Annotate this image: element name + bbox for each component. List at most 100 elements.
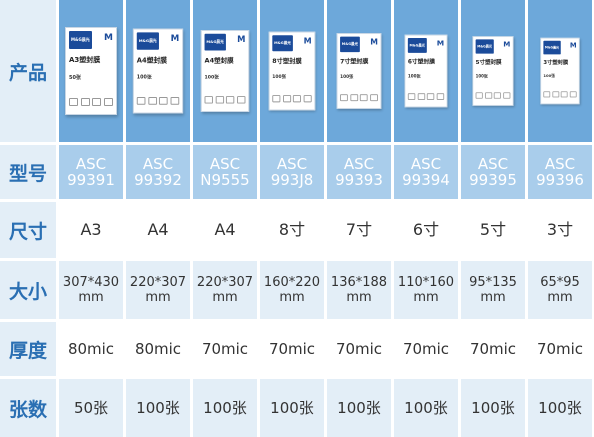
dimension-cell: 160*220 mm — [260, 261, 324, 319]
box-title: 5寸塑封膜 — [475, 59, 502, 66]
count-cell: 100张 — [528, 379, 592, 437]
box-icons — [136, 97, 180, 105]
brand-m-mark: M — [170, 34, 180, 44]
feature-icon — [560, 91, 568, 98]
thickness-cell: 70mic — [469, 340, 517, 358]
product-box-image: M&G晨光 M A4塑封膜 100张 — [200, 30, 250, 112]
row-header-size: 尺寸 — [0, 202, 56, 258]
box-icons — [407, 93, 445, 100]
box-icons — [272, 95, 312, 103]
brand-m-mark: M — [436, 39, 445, 48]
box-title: A4塑封膜 — [204, 57, 234, 65]
model-cell: ASC 993J8 — [260, 145, 324, 199]
dimension-unit: mm — [547, 290, 573, 305]
count-cell: 100张 — [461, 379, 525, 437]
dimension-cell: 220*307 mm — [126, 261, 190, 319]
dimension-unit: mm — [78, 290, 104, 305]
model-cell: ASC 99391 — [59, 145, 123, 199]
feature-icon — [543, 91, 551, 98]
box-title: 3寸塑封膜 — [543, 59, 569, 66]
feature-icon — [237, 96, 246, 104]
box-icons — [69, 98, 113, 106]
feature-icon — [340, 94, 348, 102]
model-prefix: ASC — [75, 155, 107, 173]
feature-icon — [436, 93, 445, 100]
model-cell: ASC 99393 — [327, 145, 391, 199]
feature-icon — [407, 93, 416, 100]
feature-icon — [427, 93, 435, 100]
box-icons — [340, 94, 378, 102]
dimension-unit: mm — [279, 290, 305, 305]
product-image-cell: M&G晨光 M 8寸塑封膜 100张 — [260, 0, 324, 142]
box-icons — [543, 91, 577, 98]
product-image-cell: M&G晨光 M 6寸塑封膜 100张 — [394, 0, 458, 142]
box-title: A4塑封膜 — [136, 56, 167, 65]
model-number: 99392 — [134, 171, 182, 189]
dimension-unit: mm — [212, 290, 238, 305]
row-header-model: 型号 — [0, 145, 56, 199]
thickness-cell: 80mic — [134, 340, 182, 358]
feature-icon — [370, 94, 378, 102]
dimension-value: 136*188 — [330, 275, 388, 290]
brand-m-mark: M — [303, 36, 312, 46]
model-prefix: ASC — [209, 155, 241, 173]
dimension-unit: mm — [480, 290, 506, 305]
feature-icon — [293, 95, 302, 103]
brand-m-mark: M — [237, 35, 246, 45]
dimension-unit: mm — [145, 290, 171, 305]
product-box-image: M&G晨光 M 6寸塑封膜 100张 — [404, 34, 448, 108]
product-box-image: M&G晨光 M 3寸塑封膜 100张 — [540, 37, 580, 105]
brand-m-mark: M — [503, 40, 511, 49]
box-title: 7寸塑封膜 — [340, 58, 369, 65]
product-image-cell: M&G晨光 M A4塑封膜 100张 — [126, 0, 190, 142]
count-cell: 100张 — [193, 379, 257, 437]
model-prefix: ASC — [477, 155, 509, 173]
count-cell: 100张 — [126, 379, 190, 437]
model-cell: ASC 99392 — [126, 145, 190, 199]
product-box-image: M&G晨光 M A3塑封膜 50张 — [65, 27, 117, 115]
model-cell: ASC 99394 — [394, 145, 458, 199]
count-cell: 100张 — [260, 379, 324, 437]
count-cell: 50张 — [59, 379, 123, 437]
row-header-thickness: 厚度 — [0, 322, 56, 376]
count-cell: 100张 — [327, 379, 391, 437]
model-number: 99396 — [536, 171, 584, 189]
feature-icon — [80, 98, 90, 106]
feature-icon — [503, 92, 511, 99]
dimension-cell: 95*135 mm — [461, 261, 525, 319]
product-box-image: M&G晨光 M 8寸塑封膜 100张 — [268, 31, 316, 111]
product-image-cell: M&G晨光 M 7寸塑封膜 100张 — [327, 0, 391, 142]
feature-icon — [204, 96, 213, 104]
model-cell: ASC N9555 — [193, 145, 257, 199]
feature-icon — [170, 97, 180, 105]
thickness-cell: 70mic — [201, 340, 249, 358]
count-cell: 100张 — [394, 379, 458, 437]
box-count: 100张 — [204, 74, 219, 81]
dimension-unit: mm — [346, 290, 372, 305]
brand-m-mark: M — [370, 38, 378, 47]
product-image-cell: M&G晨光 M A4塑封膜 100张 — [193, 0, 257, 142]
model-number: 993J8 — [270, 171, 314, 189]
size-cell: A4 — [214, 220, 236, 239]
product-box-image: M&G晨光 M 7寸塑封膜 100张 — [336, 33, 382, 109]
feature-icon — [226, 96, 235, 104]
feature-icon — [272, 95, 281, 103]
box-title: 6寸塑封膜 — [407, 58, 435, 66]
model-prefix: ASC — [142, 155, 174, 173]
model-number: N9555 — [200, 171, 250, 189]
size-cell: 8寸 — [278, 220, 306, 239]
product-image-cell: M&G晨光 M 3寸塑封膜 100张 — [528, 0, 592, 142]
box-count: 100张 — [475, 74, 488, 79]
brand-logo: M&G晨光 — [69, 31, 92, 49]
dimension-unit: mm — [413, 290, 439, 305]
dimension-value: 220*307 — [196, 275, 254, 290]
size-cell: A3 — [80, 220, 102, 239]
dimension-value: 110*160 — [397, 275, 455, 290]
model-prefix: ASC — [410, 155, 442, 173]
dimension-cell: 220*307 mm — [193, 261, 257, 319]
feature-icon — [484, 92, 492, 99]
dimension-cell: 65*95 mm — [528, 261, 592, 319]
thickness-cell: 70mic — [402, 340, 450, 358]
size-cell: 7寸 — [345, 220, 373, 239]
